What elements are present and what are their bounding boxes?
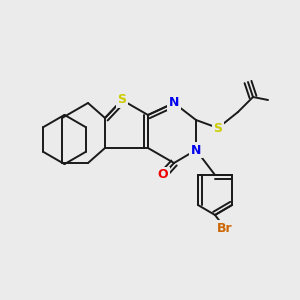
Text: S: S (118, 94, 127, 106)
Text: N: N (169, 97, 179, 110)
Text: N: N (191, 143, 201, 157)
Text: Br: Br (217, 221, 233, 235)
Text: O: O (158, 169, 168, 182)
Text: S: S (214, 122, 223, 134)
